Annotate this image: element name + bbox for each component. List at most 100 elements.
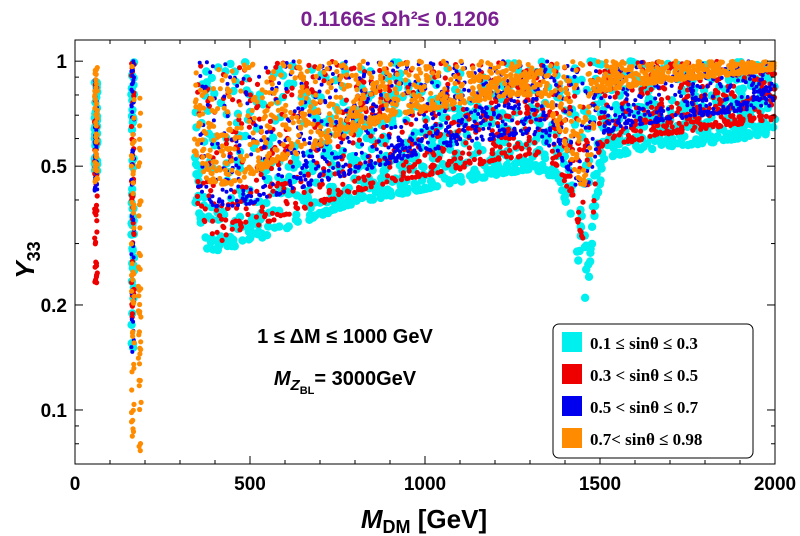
data-point: [247, 135, 252, 140]
data-point: [466, 134, 471, 139]
data-point: [268, 75, 274, 81]
data-point: [532, 73, 538, 80]
data-point: [336, 191, 342, 198]
chart-title: 0.1166≤ Ωh²≤ 0.1206: [301, 8, 500, 31]
data-point: [607, 95, 612, 100]
data-point: [292, 191, 301, 200]
data-point: [673, 92, 678, 97]
data-point: [390, 152, 395, 157]
data-point: [435, 104, 442, 110]
data-point: [676, 120, 682, 126]
data-point: [309, 87, 315, 93]
data-point: [243, 219, 249, 225]
data-point: [323, 100, 328, 105]
data-point: [448, 140, 453, 145]
data-point: [759, 103, 764, 108]
data-point: [511, 110, 517, 116]
data-point: [621, 139, 627, 145]
data-point: [590, 201, 600, 211]
data-point: [399, 125, 404, 129]
data-point: [452, 73, 458, 79]
data-point: [387, 160, 392, 165]
data-point: [228, 179, 234, 185]
data-point: [690, 127, 696, 133]
data-point: [304, 164, 309, 169]
data-point: [656, 85, 661, 90]
data-point: [539, 104, 544, 109]
data-point: [236, 184, 241, 189]
data-point: [200, 189, 204, 194]
data-point: [257, 229, 266, 238]
data-point: [364, 100, 369, 105]
x-tick-label: 2000: [754, 474, 796, 495]
data-point: [593, 154, 598, 159]
data-point: [321, 78, 327, 84]
data-point: [669, 83, 674, 88]
data-point: [594, 105, 600, 111]
data-point: [352, 178, 358, 184]
data-point: [276, 192, 281, 197]
data-point: [515, 143, 521, 149]
data-point: [436, 144, 441, 149]
data-point: [508, 72, 514, 78]
data-point: [495, 69, 501, 75]
data-point: [610, 135, 616, 141]
data-point: [261, 134, 267, 141]
data-point: [332, 171, 338, 177]
data-point: [231, 146, 237, 152]
data-point: [210, 142, 215, 147]
data-point: [130, 110, 135, 114]
data-point: [390, 107, 396, 113]
data-point: [292, 210, 301, 219]
data-point: [576, 209, 582, 215]
data-point: [94, 145, 99, 149]
data-point: [747, 76, 752, 81]
data-point: [424, 134, 429, 138]
data-point: [261, 145, 266, 150]
annotation-mzbl-sub: Z: [290, 377, 301, 394]
data-point: [209, 107, 215, 114]
data-point: [755, 127, 764, 137]
data-point: [638, 86, 644, 92]
data-point: [406, 72, 412, 78]
data-point: [538, 118, 543, 123]
data-point: [93, 96, 99, 103]
data-point: [431, 101, 438, 108]
data-point: [419, 139, 424, 143]
data-point: [723, 97, 727, 102]
data-point: [616, 118, 621, 122]
data-point: [523, 117, 528, 122]
data-point: [247, 92, 253, 98]
data-point: [303, 80, 309, 86]
data-point: [336, 161, 340, 166]
data-point: [350, 140, 356, 146]
data-point: [93, 123, 99, 129]
data-point: [334, 119, 339, 124]
data-point: [524, 130, 529, 135]
data-point: [445, 81, 451, 87]
data-point: [396, 80, 402, 87]
data-point: [526, 72, 532, 78]
data-point: [451, 133, 456, 137]
data-point: [303, 95, 309, 101]
data-point: [692, 109, 697, 114]
data-point: [325, 122, 330, 127]
data-point: [460, 66, 466, 72]
data-point: [673, 75, 679, 81]
data-point: [403, 184, 413, 193]
data-point: [337, 124, 343, 131]
data-point: [531, 97, 536, 101]
data-point: [412, 148, 417, 153]
data-point: [397, 183, 406, 192]
data-point: [241, 76, 246, 81]
data-point: [590, 209, 597, 215]
data-point: [344, 108, 349, 113]
data-point: [516, 106, 521, 111]
data-point: [328, 122, 334, 128]
data-point: [455, 142, 460, 147]
data-point: [362, 177, 368, 183]
data-point: [394, 158, 399, 163]
data-point: [265, 69, 271, 75]
data-point: [359, 187, 365, 193]
data-point: [628, 57, 637, 67]
